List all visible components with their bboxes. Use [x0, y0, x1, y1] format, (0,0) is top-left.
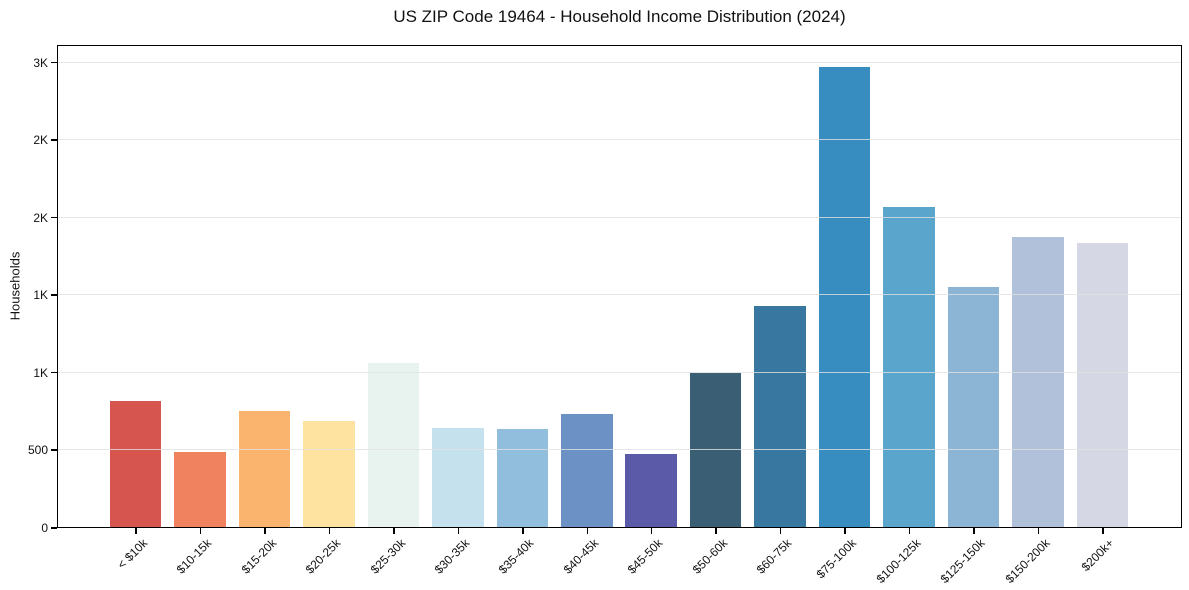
y-tick — [51, 294, 57, 296]
y-tick-label: 500 — [27, 443, 48, 458]
x-tick-label-text: $150-200k — [1002, 536, 1053, 587]
gridline — [58, 294, 1181, 296]
x-tick — [1037, 528, 1040, 534]
x-tick — [264, 528, 266, 534]
bar — [367, 363, 420, 527]
x-tick — [650, 528, 653, 534]
x-tick-label-text: $10-15k — [173, 536, 215, 577]
gridline — [58, 449, 1181, 451]
x-tick — [844, 528, 846, 534]
x-tick-label-text: $75-100k — [813, 536, 859, 582]
x-tick-label-text: $125-150k — [937, 536, 988, 587]
x-tick-label-text: $50-60k — [689, 536, 731, 577]
bar — [174, 451, 226, 527]
bar — [1076, 243, 1129, 527]
bar — [432, 427, 484, 527]
x-tick-label-text: $25-30k — [367, 536, 408, 577]
x-tick — [328, 528, 331, 534]
x-tick — [586, 528, 589, 534]
bar — [238, 410, 291, 527]
x-tick — [715, 528, 717, 534]
bar — [818, 67, 871, 527]
gridline — [58, 216, 1181, 218]
y-tick — [51, 216, 57, 219]
y-tick — [51, 449, 57, 451]
bar — [883, 207, 935, 527]
y-tick-label: 0 — [41, 521, 48, 535]
bar — [625, 454, 677, 527]
gridline — [58, 61, 1181, 63]
gridline — [58, 139, 1181, 141]
x-tick-label-text: $100-125k — [873, 536, 924, 587]
y-tick-label: 3K — [33, 55, 48, 70]
y-tick — [51, 139, 57, 141]
x-tick — [135, 528, 137, 534]
x-tick — [1102, 528, 1104, 534]
x-tick — [973, 528, 975, 534]
x-tick-label-text: $45-50k — [625, 536, 666, 577]
y-tick-label: 1K — [33, 288, 48, 303]
bar — [754, 305, 806, 527]
x-tick — [908, 528, 911, 534]
x-tick-label-text: $20-25k — [302, 536, 344, 577]
x-tick — [779, 528, 782, 534]
y-tick — [51, 61, 57, 64]
y-tick — [51, 371, 57, 374]
y-axis-label: Households — [7, 251, 23, 321]
bar — [560, 413, 613, 527]
x-tick — [522, 528, 524, 534]
plot-area — [57, 45, 1182, 528]
x-tick-label-text: $35-40k — [496, 536, 537, 577]
y-tick-label: 2K — [33, 133, 48, 148]
gridline — [58, 371, 1181, 373]
x-tick-label-text: $30-35k — [431, 536, 473, 577]
bar — [1012, 236, 1064, 527]
x-tick-label-text: $60-75k — [753, 536, 795, 577]
bar — [496, 429, 549, 527]
x-tick — [393, 528, 395, 534]
x-tick-label-text: $40-45k — [560, 536, 602, 577]
x-tick-label-text: < $10k — [114, 536, 150, 572]
x-tick-label-text: $15-20k — [238, 536, 279, 577]
bar — [303, 420, 355, 527]
y-tick — [51, 527, 57, 529]
y-tick-label: 1K — [33, 365, 48, 380]
chart-title: US ZIP Code 19464 - Household Income Dis… — [393, 7, 846, 26]
y-tick-label: 2K — [33, 210, 48, 225]
x-tick — [199, 528, 202, 534]
bar — [947, 286, 1000, 527]
x-tick — [457, 528, 460, 534]
x-tick-label-text: $200k+ — [1078, 536, 1117, 574]
bar — [109, 401, 162, 527]
